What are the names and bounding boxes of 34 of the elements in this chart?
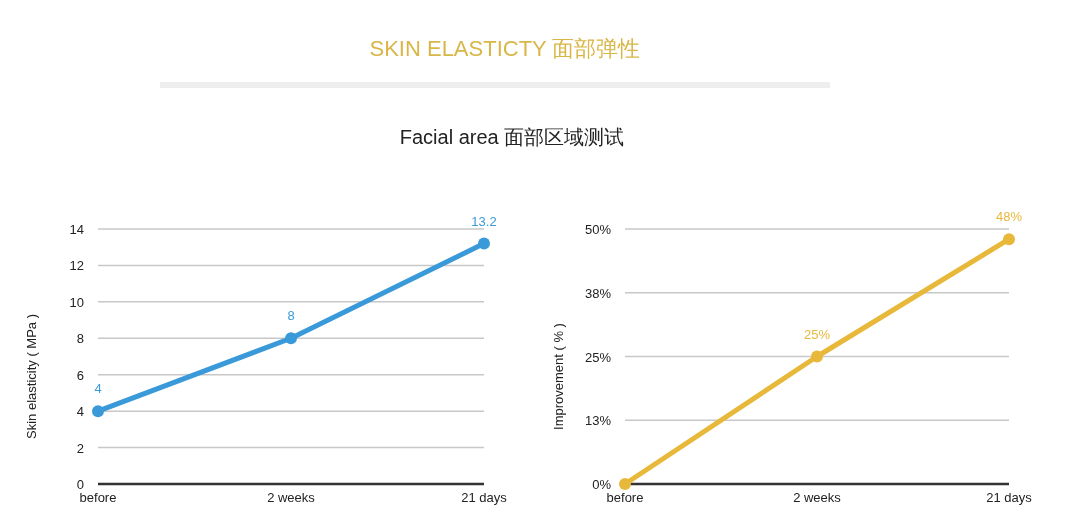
y-tick-label: 10 [69,294,84,310]
y-tick-label: 6 [76,367,84,383]
data-label: 13.2 [471,213,497,229]
y-tick-label: 8 [76,331,84,347]
point [285,332,297,345]
point [478,237,490,250]
y-axis-title: Skin elasticity ( MPa ) [24,314,39,439]
y-tick-label: 38% [584,285,612,301]
y-tick-label: 0% [592,477,612,492]
data-label: 48% [995,209,1023,225]
y-tick-label: 25% [584,349,612,365]
point [92,405,104,418]
point [811,350,823,363]
y-tick-label: 12 [69,258,84,274]
x-tick-label: 2 weeks [793,490,842,505]
x-tick-label: 2 weeks [267,490,316,505]
y-tick-label: 13% [584,413,612,429]
data-label: 8 [287,308,295,324]
y-tick-label: 0 [76,477,84,492]
x-tick-label: before [606,490,644,505]
y-tick-label: 50% [584,222,612,237]
point [1003,233,1015,246]
y-axis-title: Improvement ( % ) [551,323,566,430]
chart-subtitle: Facial area 面部区域测试 [399,126,625,148]
y-tick-label: 14 [69,222,84,237]
point [619,478,631,490]
data-label: 25% [803,326,831,342]
x-tick-label: 21 days [986,490,1033,505]
chart-title: SKIN ELASTICTY 面部弹性 [369,36,641,61]
x-tick-label: 21 days [461,490,508,505]
data-label: 4 [94,381,102,397]
y-tick-label: 2 [76,440,84,456]
y-tick-label: 4 [76,404,84,420]
x-tick-label: before [79,490,117,505]
